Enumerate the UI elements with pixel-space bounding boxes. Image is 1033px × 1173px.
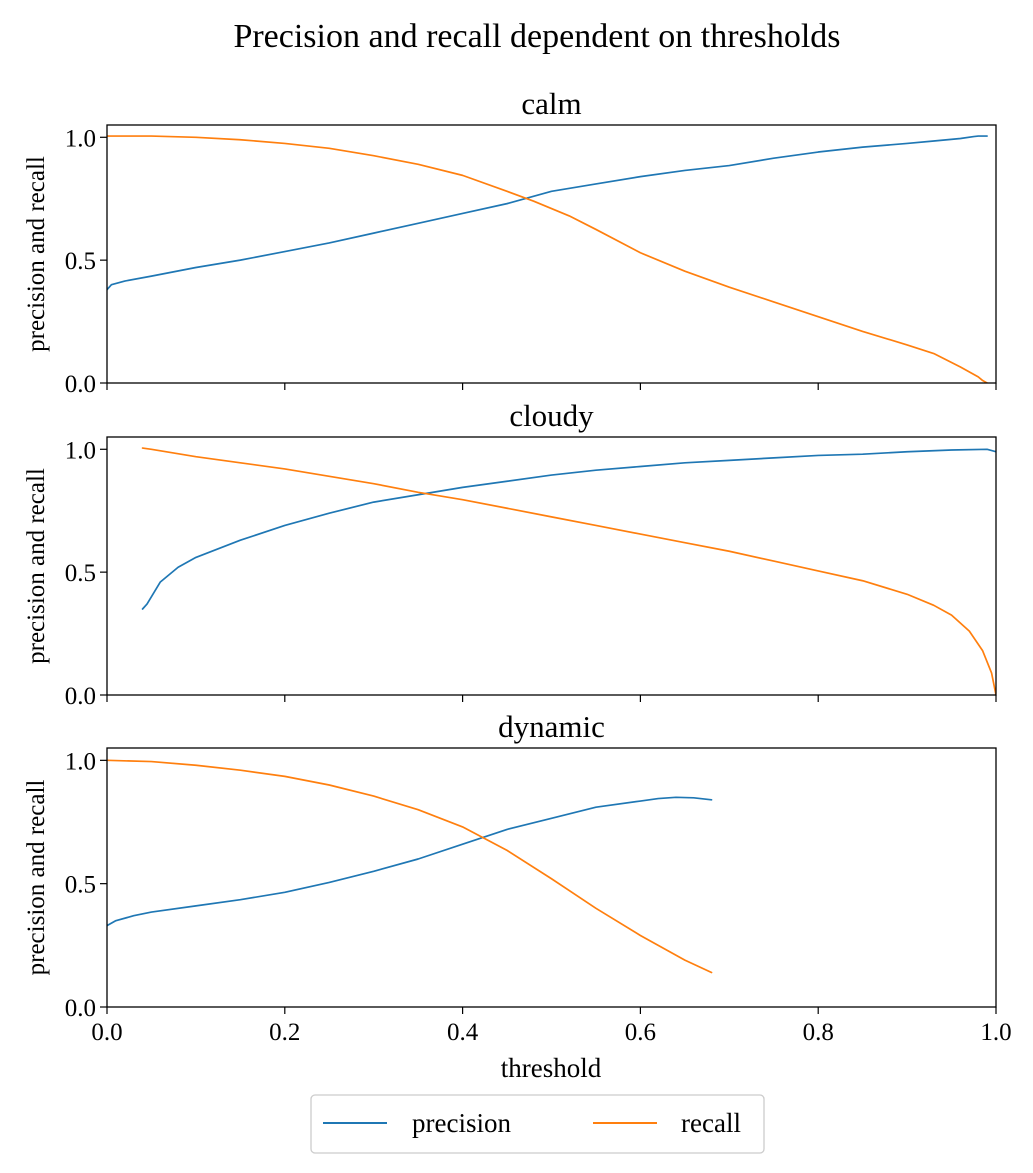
y-tick-label: 1.0 [65, 125, 96, 152]
x-axis-label: threshold [501, 1053, 602, 1083]
x-tick-label: 0.0 [91, 1019, 122, 1046]
x-tick-label: 0.4 [447, 1019, 479, 1046]
recall-legend-label: recall [681, 1108, 741, 1138]
y-tick-label: 0.0 [65, 995, 96, 1022]
x-tick-label: 0.2 [269, 1019, 300, 1046]
subplot-title: calm [521, 86, 581, 121]
y-tick-label: 0.0 [65, 371, 96, 398]
x-tick-label: 0.6 [625, 1019, 656, 1046]
subplot-title: cloudy [509, 398, 594, 433]
subplot-title: dynamic [498, 709, 605, 744]
recall-line-dynamic [107, 759, 713, 974]
y-tick-label: 0.0 [65, 683, 96, 710]
recall-line-cloudy [141, 447, 996, 695]
y-tick-label: 0.5 [65, 872, 96, 899]
subplot-dynamic: dynamic 0.0 0.5 1.0 0.0 0.2 0.4 0.6 0.8 1.0 precis… [23, 709, 1012, 1046]
precision-legend-label: precision [412, 1108, 511, 1138]
y-tick-label: 1.0 [65, 437, 96, 464]
x-tick-label: 0.8 [803, 1019, 834, 1046]
subplot-cloudy: cloudy 0.0 0.5 1.0 precision and recall [23, 398, 997, 710]
subplot-panels: calm 0.0 0.5 1.0 precision and recall cloudy 0… [23, 86, 1012, 1046]
y-axis-label: precision and recall [23, 780, 50, 976]
y-axis-label: precision and recall [23, 156, 50, 352]
subplot-frame [106, 747, 997, 1008]
y-axis-label: precision and recall [23, 468, 50, 664]
figure-title: Precision and recall dependent on thresh… [233, 18, 840, 55]
legend: precision recall [310, 1094, 765, 1154]
x-tick-label: 1.0 [980, 1019, 1011, 1046]
precision-line-calm [107, 135, 988, 291]
legend-box [310, 1094, 765, 1154]
subplot-frame [106, 436, 997, 696]
y-tick-label: 0.5 [65, 248, 96, 275]
subplot-calm: calm 0.0 0.5 1.0 precision and recall [23, 86, 997, 398]
precision-line-dynamic [107, 796, 713, 927]
y-tick-label: 1.0 [65, 748, 96, 775]
subplot-frame [106, 124, 997, 384]
y-tick-label: 0.5 [65, 560, 96, 587]
recall-line-calm [107, 135, 988, 383]
precision-line-cloudy [141, 448, 996, 610]
